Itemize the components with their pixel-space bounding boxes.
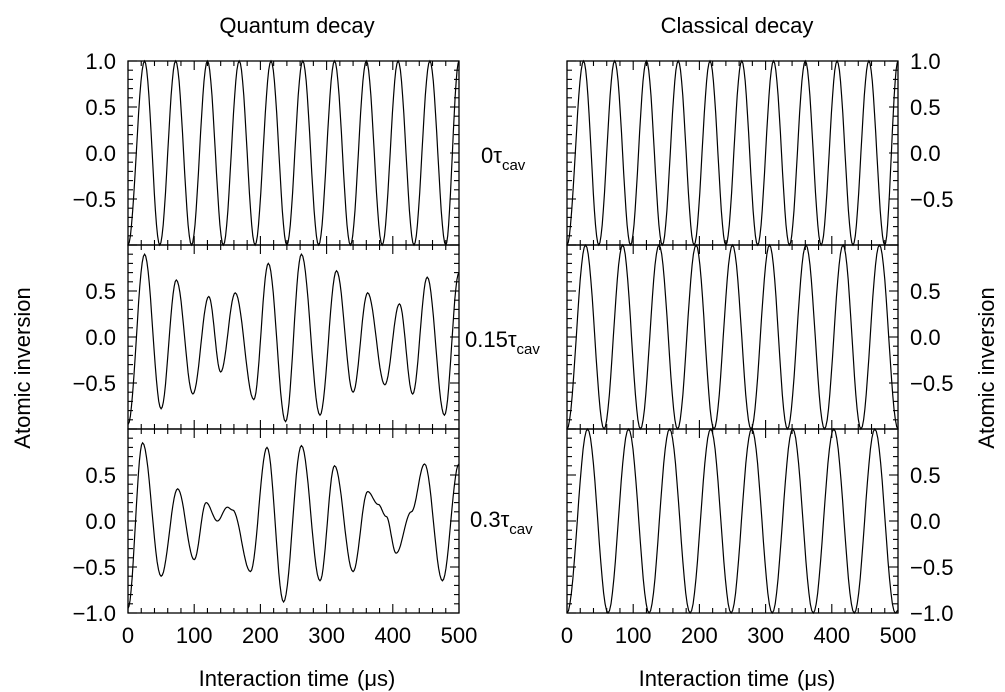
y-tick-label-1-0-3: −0.5 — [910, 187, 953, 212]
row-label-0-main: 0τ — [481, 143, 502, 168]
y-tick-label-0-0-2: 0.0 — [85, 141, 116, 166]
y-tick-label-1-2-0: 0.5 — [910, 463, 941, 488]
trace-0-1 — [127, 252, 460, 425]
x-tick-label-0-3: 300 — [308, 623, 345, 648]
x-tick-label-0-4: 400 — [374, 623, 411, 648]
x-tick-label-0-1: 100 — [176, 623, 213, 648]
left-x-label: Interaction time (μs) — [199, 666, 396, 691]
panel-frame-0-0 — [127, 60, 460, 246]
row-label-1: 0.15τcav — [465, 327, 540, 358]
y-tick-label-1-1-0: 0.5 — [910, 279, 941, 304]
right-x-label-text: Interaction time — [639, 666, 789, 691]
y-tick-label-0-1-1: 0.0 — [85, 325, 116, 350]
y-tick-label-1-1-2: −0.5 — [910, 371, 953, 396]
row-label-0: 0τcav — [481, 143, 526, 174]
trace-0-0 — [127, 59, 460, 247]
panel-frame-0-2 — [127, 428, 460, 614]
panel-frame-1-2 — [566, 428, 899, 614]
x-tick-label-1-1: 100 — [615, 623, 652, 648]
y-tick-label-0-1-2: −0.5 — [73, 371, 116, 396]
row-label-2: 0.3τcav — [470, 507, 533, 538]
panel-frame-1-0 — [566, 60, 899, 246]
y-tick-label-1-1-1: 0.0 — [910, 325, 941, 350]
y-tick-label-1-0-0: 1.0 — [910, 49, 941, 74]
y-tick-label-0-0-0: 1.0 — [85, 49, 116, 74]
right-x-label: Interaction time (μs) — [639, 666, 836, 691]
left-x-label-text: Interaction time — [199, 666, 349, 691]
left-x-unit: (μs) — [357, 666, 395, 691]
right-y-label: Atomic inversion — [974, 287, 999, 448]
x-tick-label-1-2: 200 — [681, 623, 718, 648]
y-tick-label-0-0-1: 0.5 — [85, 95, 116, 120]
y-tick-label-0-0-3: −0.5 — [73, 187, 116, 212]
y-tick-label-0-2-3: −1.0 — [73, 601, 116, 626]
y-tick-label-0-2-2: −0.5 — [73, 555, 116, 580]
y-tick-label-1-2-2: −0.5 — [910, 555, 953, 580]
classical-title: Classical decay — [661, 13, 814, 38]
panel-frame-1-1 — [566, 244, 899, 430]
x-tick-label-1-0: 0 — [561, 623, 573, 648]
trace-1-0 — [566, 59, 899, 247]
trace-1-1 — [566, 243, 899, 431]
row-label-2-sub: cav — [509, 521, 533, 538]
y-tick-label-0-2-1: 0.0 — [85, 509, 116, 534]
y-tick-label-1-0-2: 0.0 — [910, 141, 941, 166]
x-tick-label-0-2: 200 — [242, 623, 279, 648]
quantum-title: Quantum decay — [219, 13, 374, 38]
x-tick-label-1-4: 400 — [813, 623, 850, 648]
row-label-2-main: 0.3τ — [470, 507, 510, 532]
y-tick-label-0-2-0: 0.5 — [85, 463, 116, 488]
right-x-unit: (μs) — [797, 666, 835, 691]
x-tick-label-0-5: 500 — [441, 623, 478, 648]
y-tick-label-1-0-1: 0.5 — [910, 95, 941, 120]
x-tick-label-0-0: 0 — [122, 623, 134, 648]
x-tick-label-1-5: 500 — [880, 623, 917, 648]
left-y-label: Atomic inversion — [10, 287, 35, 448]
x-tick-label-1-3: 300 — [747, 623, 784, 648]
trace-0-2 — [127, 441, 460, 609]
panels: 1.00.50.0−0.50.50.0−0.50.50.0−0.5−1.00 10… — [73, 49, 954, 648]
row-label-1-main: 0.15τ — [465, 327, 517, 352]
y-tick-label-1-2-3: −1.0 — [910, 601, 953, 626]
row-label-1-sub: cav — [517, 341, 541, 358]
y-tick-label-1-2-1: 0.0 — [910, 509, 941, 534]
y-tick-label-0-1-0: 0.5 — [85, 279, 116, 304]
trace-1-2 — [566, 427, 899, 615]
row-label-0-sub: cav — [502, 157, 526, 174]
